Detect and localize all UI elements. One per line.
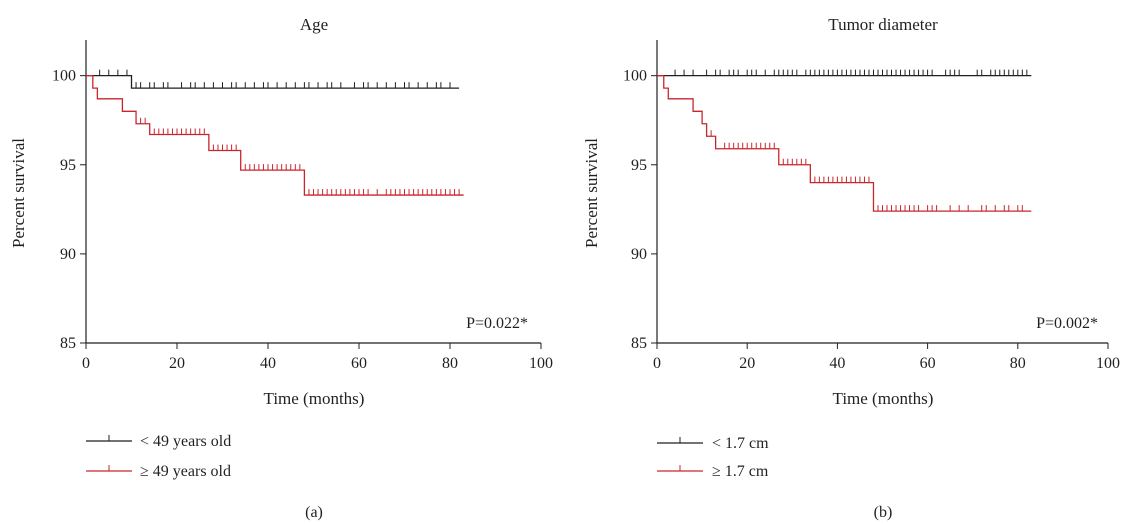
chart-title: Tumor diameter — [828, 15, 938, 34]
x-tick-label: 100 — [529, 355, 553, 372]
legend-entry: < 49 years old — [86, 433, 231, 450]
p-value-annotation: P=0.002* — [1036, 315, 1098, 332]
y-tick-label: 85 — [631, 335, 647, 352]
p-value-annotation: P=0.022* — [466, 315, 528, 332]
x-axis-label: Time (months) — [264, 389, 365, 408]
legend-entry: ≥ 49 years old — [86, 463, 231, 480]
legend-label: < 1.7 cm — [712, 435, 769, 452]
legend-entry: < 1.7 cm — [657, 435, 769, 452]
x-tick-label: 0 — [653, 355, 661, 372]
series-1 — [657, 74, 1032, 212]
legend-label: ≥ 49 years old — [140, 463, 231, 480]
legend: < 49 years old ≥ 49 years old — [86, 433, 231, 480]
legend-label: < 49 years old — [140, 433, 231, 450]
x-tick-label: 0 — [82, 355, 90, 372]
y-tick-label: 100 — [52, 68, 76, 85]
x-tick-label: 20 — [169, 355, 185, 372]
x-tick-label: 40 — [829, 355, 845, 372]
survival-curve — [657, 74, 1032, 212]
legend-label: ≥ 1.7 cm — [712, 463, 769, 480]
x-tick-label: 80 — [1010, 355, 1026, 372]
panel-a: Age Percent survival Time (months) P=0.0… — [9, 15, 553, 521]
legend: < 1.7 cm ≥ 1.7 cm — [657, 435, 769, 480]
series-0 — [657, 69, 1032, 77]
y-tick-label: 85 — [60, 335, 76, 352]
x-axis-label: Time (months) — [833, 389, 934, 408]
series-1 — [86, 74, 464, 196]
y-tick-label: 90 — [631, 246, 647, 263]
survival-curve — [86, 74, 460, 89]
x-tick-label: 100 — [1096, 355, 1120, 372]
legend-entry: ≥ 1.7 cm — [657, 463, 769, 480]
x-tick-label: 80 — [442, 355, 458, 372]
x-tick-label: 60 — [920, 355, 936, 372]
survival-curve — [86, 74, 464, 196]
panel-label: (a) — [305, 504, 323, 521]
y-tick-label: 95 — [60, 157, 76, 174]
y-tick-label: 90 — [60, 246, 76, 263]
y-tick-label: 95 — [631, 157, 647, 174]
x-tick-label: 60 — [351, 355, 367, 372]
y-axis-label: Percent survival — [582, 138, 601, 248]
panel-b: Tumor diameter Percent survival Time (mo… — [582, 15, 1120, 521]
panel-label: (b) — [874, 504, 893, 521]
y-tick-label: 100 — [623, 68, 647, 85]
x-tick-label: 20 — [739, 355, 755, 372]
chart-title: Age — [300, 15, 328, 34]
x-tick-label: 40 — [260, 355, 276, 372]
series-0 — [86, 69, 460, 89]
y-axis-label: Percent survival — [9, 138, 28, 248]
